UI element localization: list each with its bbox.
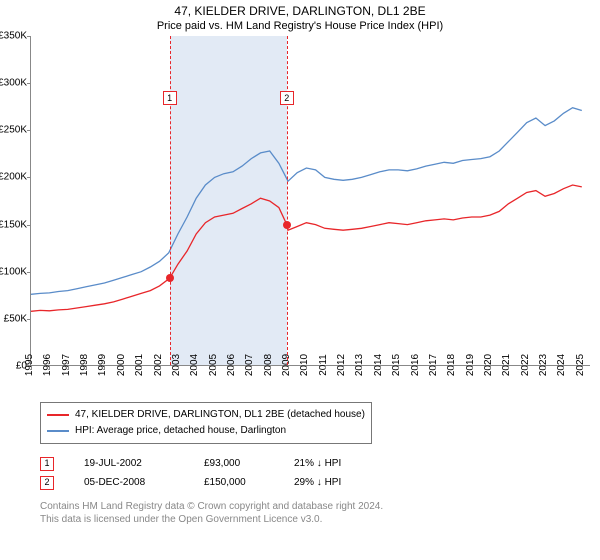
- sale-marker-box: 1: [163, 91, 177, 105]
- legend-item-property: 47, KIELDER DRIVE, DARLINGTON, DL1 2BE (…: [47, 407, 365, 423]
- legend-label-hpi: HPI: Average price, detached house, Darl…: [75, 423, 286, 439]
- chart-footer: Contains HM Land Registry data © Crown c…: [40, 500, 590, 526]
- sales-row-2: 2 05-DEC-2008 £150,000 29% ↓ HPI: [40, 473, 590, 492]
- sale-marker-box: 2: [280, 91, 294, 105]
- line-hpi: [31, 108, 582, 295]
- sale-delta-2: 29% ↓ HPI: [294, 473, 364, 492]
- chart-legend: 47, KIELDER DRIVE, DARLINGTON, DL1 2BE (…: [40, 402, 372, 444]
- sale-vline: [287, 36, 288, 365]
- chart-subtitle: Price paid vs. HM Land Registry's House …: [10, 20, 590, 32]
- sales-row-1: 1 19-JUL-2002 £93,000 21% ↓ HPI: [40, 454, 590, 473]
- sale-dot: [166, 274, 174, 282]
- legend-swatch-property: [47, 414, 69, 416]
- legend-swatch-hpi: [47, 430, 69, 432]
- sale-date-2: 05-DEC-2008: [84, 473, 174, 492]
- legend-item-hpi: HPI: Average price, detached house, Darl…: [47, 423, 365, 439]
- sale-delta-1: 21% ↓ HPI: [294, 454, 364, 473]
- sale-marker-2-icon: 2: [40, 476, 54, 490]
- chart-container: 47, KIELDER DRIVE, DARLINGTON, DL1 2BE P…: [10, 4, 590, 526]
- line-property: [31, 185, 582, 311]
- sale-price-1: £93,000: [204, 454, 264, 473]
- plot-area: £0£50K£100K£150K£200K£250K£300K£350K1995…: [30, 36, 590, 366]
- sale-marker-1-icon: 1: [40, 457, 54, 471]
- sale-date-1: 19-JUL-2002: [84, 454, 174, 473]
- chart-svg: [31, 36, 591, 366]
- sale-vline: [170, 36, 171, 365]
- legend-label-property: 47, KIELDER DRIVE, DARLINGTON, DL1 2BE (…: [75, 407, 365, 423]
- sale-dot: [283, 221, 291, 229]
- sales-table: 1 19-JUL-2002 £93,000 21% ↓ HPI 2 05-DEC…: [40, 454, 590, 492]
- footer-line-1: Contains HM Land Registry data © Crown c…: [40, 500, 590, 513]
- chart-title: 47, KIELDER DRIVE, DARLINGTON, DL1 2BE: [10, 4, 590, 18]
- sale-price-2: £150,000: [204, 473, 264, 492]
- footer-line-2: This data is licensed under the Open Gov…: [40, 513, 590, 526]
